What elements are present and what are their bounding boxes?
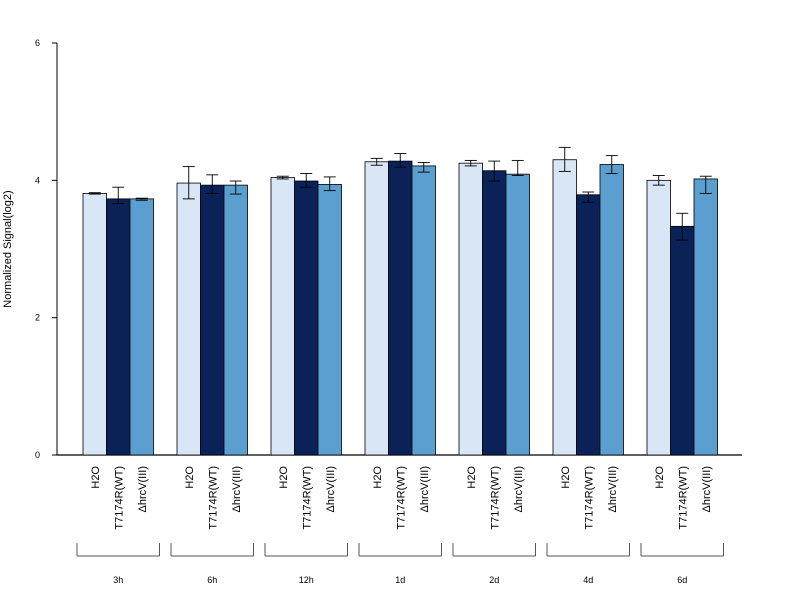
bar-category-label: T7174R(WT): [301, 466, 313, 530]
bar: [505, 173, 530, 456]
bar: [317, 184, 342, 456]
bar: [670, 225, 695, 456]
bar: [200, 184, 225, 456]
error-bar-layer: [88, 146, 712, 241]
bar-category-label: ΔhrcV(III): [513, 466, 525, 512]
bar: [364, 161, 389, 456]
y-tick-label: 4: [35, 175, 40, 185]
bar: [646, 179, 671, 456]
y-tick-label: 2: [35, 313, 40, 323]
bar-layer: [82, 159, 718, 456]
bar-category-label: ΔhrcV(III): [325, 466, 337, 512]
group-label: 4d: [583, 575, 593, 585]
group-label: 1d: [395, 575, 405, 585]
bar-category-label: H2O: [184, 466, 196, 489]
group-label: 6h: [207, 575, 217, 585]
bar: [576, 194, 601, 456]
bar: [82, 192, 107, 456]
bar: [693, 178, 718, 456]
y-tick-label: 0: [35, 450, 40, 460]
bar-category-label: H2O: [654, 466, 666, 489]
bar: [388, 160, 413, 456]
bar: [270, 177, 295, 456]
bar-category-label: H2O: [466, 466, 478, 489]
group-label: 3h: [113, 575, 123, 585]
label-layer: H2O T7174R(WT) ΔhrcV(III) 3h H2O T7174R(WT) Δh…: [76, 466, 724, 585]
bar-category-label: H2O: [90, 466, 102, 489]
bar: [129, 198, 154, 456]
bar-category-label: T7174R(WT): [677, 466, 689, 530]
bar-category-label: ΔhrcV(III): [701, 466, 713, 512]
y-tick-label: 6: [35, 38, 40, 48]
y-axis-label: Normalized Signal(log2): [2, 190, 14, 307]
bar-category-label: T7174R(WT): [583, 466, 595, 530]
bar-category-label: H2O: [560, 466, 572, 489]
bar-category-label: T7174R(WT): [395, 466, 407, 530]
group-label: 12h: [299, 575, 314, 585]
bar: [176, 182, 201, 456]
bar: [599, 164, 624, 456]
bar: [482, 170, 507, 456]
group-label: 6d: [677, 575, 687, 585]
group-label: 2d: [489, 575, 499, 585]
bar-category-label: T7174R(WT): [207, 466, 219, 530]
bar: [411, 165, 436, 456]
bar-category-label: ΔhrcV(III): [607, 466, 619, 512]
bar: [106, 198, 131, 456]
bar-category-label: H2O: [278, 466, 290, 489]
bar-category-label: T7174R(WT): [489, 466, 501, 530]
bar-category-label: T7174R(WT): [113, 466, 125, 530]
bar: [552, 159, 577, 456]
bar-category-label: ΔhrcV(III): [137, 466, 149, 512]
bar: [294, 180, 319, 456]
bar-category-label: ΔhrcV(III): [419, 466, 431, 512]
bar-category-label: ΔhrcV(III): [231, 466, 243, 512]
bar: [458, 162, 483, 456]
bar: [223, 184, 248, 456]
bar-category-label: H2O: [372, 466, 384, 489]
